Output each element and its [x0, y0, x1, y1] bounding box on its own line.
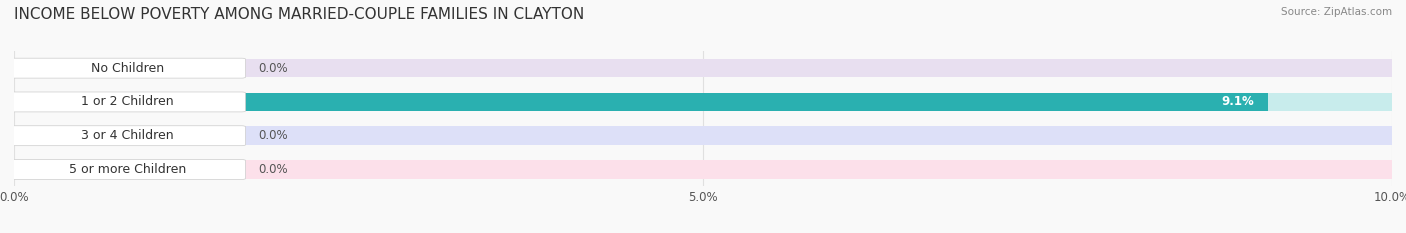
FancyBboxPatch shape [10, 58, 246, 78]
Text: 3 or 4 Children: 3 or 4 Children [82, 129, 174, 142]
Text: 5 or more Children: 5 or more Children [69, 163, 187, 176]
Text: No Children: No Children [91, 62, 165, 75]
FancyBboxPatch shape [10, 126, 246, 146]
Bar [14, 93, 1268, 111]
Bar [14, 93, 1392, 111]
FancyBboxPatch shape [10, 160, 246, 179]
Text: 0.0%: 0.0% [257, 129, 288, 142]
Bar [14, 160, 1392, 179]
Text: 0.0%: 0.0% [257, 62, 288, 75]
Text: INCOME BELOW POVERTY AMONG MARRIED-COUPLE FAMILIES IN CLAYTON: INCOME BELOW POVERTY AMONG MARRIED-COUPL… [14, 7, 585, 22]
Text: 0.0%: 0.0% [257, 163, 288, 176]
FancyBboxPatch shape [10, 92, 246, 112]
Bar [14, 127, 1392, 145]
Bar [14, 59, 1392, 77]
Text: 9.1%: 9.1% [1222, 96, 1254, 108]
Text: Source: ZipAtlas.com: Source: ZipAtlas.com [1281, 7, 1392, 17]
Text: 1 or 2 Children: 1 or 2 Children [82, 96, 174, 108]
